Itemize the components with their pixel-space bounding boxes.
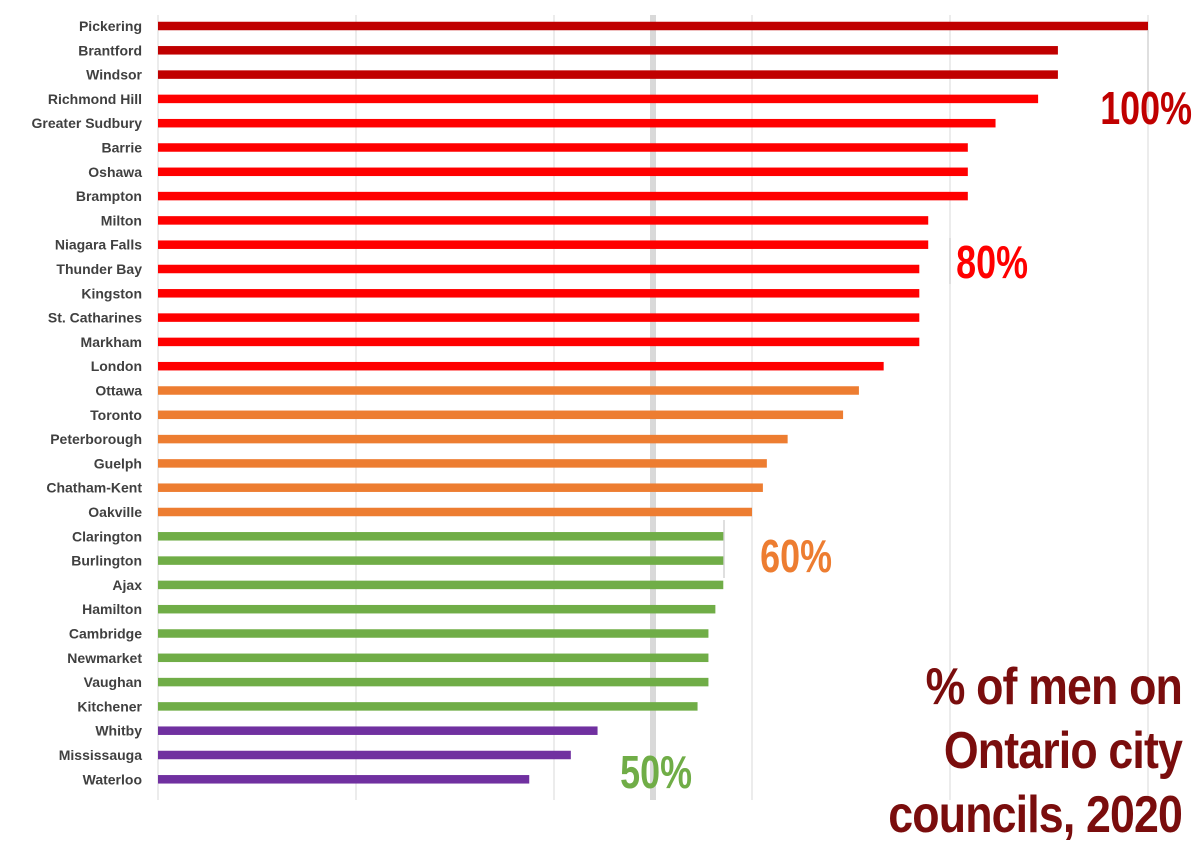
bar-ajax <box>158 580 724 590</box>
threshold-label-100: 100% <box>1100 83 1192 134</box>
bar-burlington <box>158 556 724 565</box>
threshold-label-60: 60% <box>760 531 832 582</box>
bar-richmond-hill <box>158 94 1039 104</box>
category-label: Toronto <box>90 407 142 423</box>
bar-cambridge <box>158 629 709 638</box>
bar-oshawa <box>158 167 968 177</box>
bar-peterborough <box>158 434 788 444</box>
bar-brantford <box>158 46 1058 55</box>
bar-markham <box>158 337 920 347</box>
category-label: Vaughan <box>84 674 142 690</box>
bar-niagara-falls <box>158 240 929 249</box>
bar-milton <box>158 216 929 225</box>
category-label: Niagara Falls <box>55 237 142 253</box>
category-label: Brantford <box>78 42 142 58</box>
category-label: Ajax <box>112 577 142 593</box>
bar-brampton <box>158 191 968 201</box>
bar-ottawa <box>158 386 859 395</box>
category-label: Guelph <box>94 455 142 471</box>
category-label: Mississauga <box>59 747 142 763</box>
bar-vaughan <box>158 677 709 687</box>
bar-kitchener <box>158 702 698 711</box>
category-label: Pickering <box>79 18 142 34</box>
bars <box>158 21 1148 784</box>
bar-chart: Pickering Brantford Windsor Richmond Hill Gr… <box>32 15 1192 800</box>
category-label: Milton <box>101 212 142 228</box>
category-label: Windsor <box>86 67 142 83</box>
bar-greater-sudbury <box>158 118 996 128</box>
threshold-label-80: 80% <box>956 237 1028 288</box>
bar-clarington <box>158 532 724 541</box>
category-label: Peterborough <box>50 431 142 447</box>
bar-chatham-kent <box>158 483 763 492</box>
category-label: Kingston <box>81 285 142 301</box>
bar-thunder-bay <box>158 264 920 274</box>
bar-newmarket <box>158 653 709 663</box>
category-label: Kitchener <box>77 698 142 714</box>
category-label: Barrie <box>102 140 143 156</box>
bar-whitby <box>158 726 598 735</box>
category-label: Cambridge <box>69 626 142 642</box>
category-label: Waterloo <box>83 771 142 787</box>
threshold-label-50: 50% <box>620 747 692 798</box>
bar-waterloo <box>158 775 530 784</box>
category-label: Greater Sudbury <box>32 115 143 131</box>
category-label: Clarington <box>72 528 142 544</box>
bar-toronto <box>158 410 844 420</box>
category-label: Whitby <box>95 723 142 739</box>
bar-windsor <box>158 70 1058 79</box>
category-label: Hamilton <box>82 601 142 617</box>
category-label: St. Catharines <box>48 310 142 326</box>
bar-oakville <box>158 507 752 517</box>
category-label: Richmond Hill <box>48 91 142 107</box>
category-label: Burlington <box>71 553 142 569</box>
bar-pickering <box>158 21 1148 31</box>
chart-title: % of men on Ontario city councils, 2020 <box>888 658 1183 844</box>
category-labels: Pickering Brantford Windsor Richmond Hill Gr… <box>32 18 143 787</box>
category-label: Chatham-Kent <box>46 480 142 496</box>
bar-hamilton <box>158 604 716 614</box>
bar-barrie <box>158 143 968 152</box>
bar-london <box>158 361 884 371</box>
bar-st-catharines <box>158 313 920 322</box>
category-label: Oshawa <box>88 164 142 180</box>
category-label: Oakville <box>88 504 142 520</box>
bar-mississauga <box>158 750 571 760</box>
bar-guelph <box>158 459 767 468</box>
category-label: Ottawa <box>95 383 142 399</box>
category-label: Newmarket <box>67 650 142 666</box>
category-label: Thunder Bay <box>56 261 142 277</box>
category-label: Markham <box>81 334 142 350</box>
category-label: Brampton <box>76 188 142 204</box>
category-label: London <box>91 358 142 374</box>
threshold-annotations: 100% 80% 60% 50% <box>620 30 1192 798</box>
bar-kingston <box>158 289 920 298</box>
